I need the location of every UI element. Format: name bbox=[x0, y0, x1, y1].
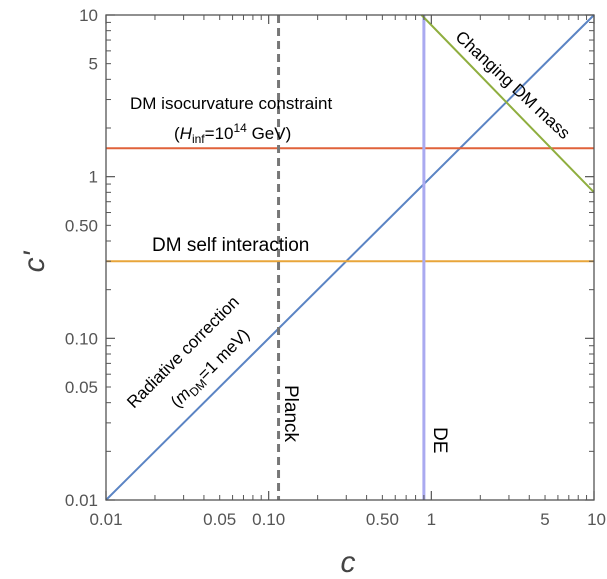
x-tick-label: 0.10 bbox=[252, 510, 285, 529]
annotation-isocurvature-line2: (Hinf=1014 GeV) bbox=[174, 121, 291, 146]
y-axis-title: c' bbox=[18, 250, 51, 272]
x-tick-label: 10 bbox=[587, 510, 606, 529]
x-tick-label: 5 bbox=[540, 510, 549, 529]
iso-h-subscript: inf bbox=[192, 132, 205, 146]
iso-exponent: 14 bbox=[233, 121, 247, 135]
annotation-isocurvature-line1: DM isocurvature constraint bbox=[130, 94, 332, 113]
annotation-self-interaction: DM self interaction bbox=[152, 235, 309, 256]
y-tick-label: 0.10 bbox=[65, 329, 98, 348]
y-tick-label: 0.01 bbox=[65, 491, 98, 510]
changing-mass-line bbox=[420, 14, 595, 194]
y-tick-label: 0.50 bbox=[65, 216, 98, 235]
x-axis-title: c bbox=[341, 546, 356, 579]
y-tick-label: 1 bbox=[89, 168, 98, 187]
iso-h-symbol: H bbox=[180, 124, 193, 143]
radiative-correction-line bbox=[105, 14, 595, 501]
iso-paren-open: ( bbox=[174, 124, 180, 143]
x-tick-label: 0.01 bbox=[89, 510, 122, 529]
annotation-radiative-line2: (mDM=1 meV) bbox=[167, 325, 256, 414]
plot-frame bbox=[105, 14, 595, 501]
y-tick-label: 5 bbox=[89, 55, 98, 74]
y-tick-label: 0.05 bbox=[65, 378, 98, 397]
iso-equals: =10 bbox=[205, 124, 234, 143]
x-tick-label: 0.05 bbox=[203, 510, 236, 529]
annotation-de: DE bbox=[429, 427, 450, 453]
x-tick-label: 1 bbox=[427, 510, 436, 529]
iso-unit: GeV) bbox=[247, 124, 291, 143]
annotation-planck: Planck bbox=[280, 385, 301, 443]
annotation-changing-mass: Changing DM mass bbox=[452, 27, 574, 143]
y-tick-label: 10 bbox=[79, 6, 98, 25]
x-tick-label: 0.50 bbox=[366, 510, 399, 529]
